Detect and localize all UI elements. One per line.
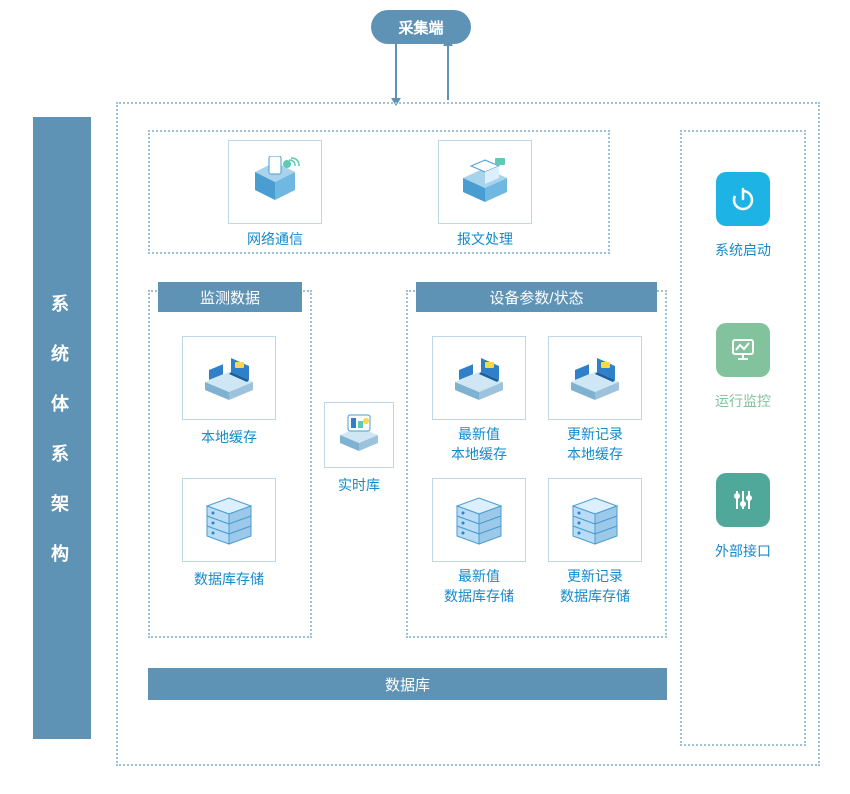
device-item-1-card xyxy=(548,336,642,420)
sidebar-char: 构 xyxy=(51,540,73,566)
device-header: 设备参数/状态 xyxy=(416,282,657,312)
sidebar-char: 体 xyxy=(51,390,73,416)
realtime-card xyxy=(324,402,394,468)
sidebar-char: 统 xyxy=(51,340,73,366)
monitor-item-1-card xyxy=(182,478,276,562)
top-pill: 采集端 xyxy=(371,10,471,44)
device-item-1-label: 更新记录 本地缓存 xyxy=(548,425,642,464)
device-item-3-label: 更新记录 数据库存储 xyxy=(548,567,642,606)
side-label-1: 运行监控 xyxy=(698,391,788,411)
device-item-0-label: 最新值 本地缓存 xyxy=(432,425,526,464)
side-icon-0 xyxy=(716,172,770,226)
side-icon-1 xyxy=(716,323,770,377)
arrow-head-icon xyxy=(443,38,453,46)
device-item-0-card xyxy=(432,336,526,420)
device-item-3-card xyxy=(548,478,642,562)
top-item-1-label: 报文处理 xyxy=(438,230,532,250)
sidebar-char: 系 xyxy=(51,440,73,466)
top-item-1-card xyxy=(438,140,532,224)
sidebar-title: 系统体系架构 xyxy=(33,117,91,739)
side-label-0: 系统启动 xyxy=(698,240,788,260)
monitor-item-1-label: 数据库存储 xyxy=(182,570,276,590)
device-item-2-label: 最新值 数据库存储 xyxy=(432,567,526,606)
side-icon-2 xyxy=(716,473,770,527)
arrow-line xyxy=(447,44,449,100)
realtime-label: 实时库 xyxy=(324,476,394,496)
top-dotted-region xyxy=(148,130,610,254)
monitor-item-0-label: 本地缓存 xyxy=(182,428,276,448)
database-bar: 数据库 xyxy=(148,668,667,700)
monitor-item-0-card xyxy=(182,336,276,420)
device-item-2-card xyxy=(432,478,526,562)
sidebar-char: 架 xyxy=(51,490,73,516)
side-label-2: 外部接口 xyxy=(698,541,788,561)
sidebar-char: 系 xyxy=(51,290,73,316)
arrow-line xyxy=(395,44,397,100)
top-item-0-label: 网络通信 xyxy=(228,230,322,250)
monitor-header: 监测数据 xyxy=(158,282,302,312)
top-item-0-card xyxy=(228,140,322,224)
